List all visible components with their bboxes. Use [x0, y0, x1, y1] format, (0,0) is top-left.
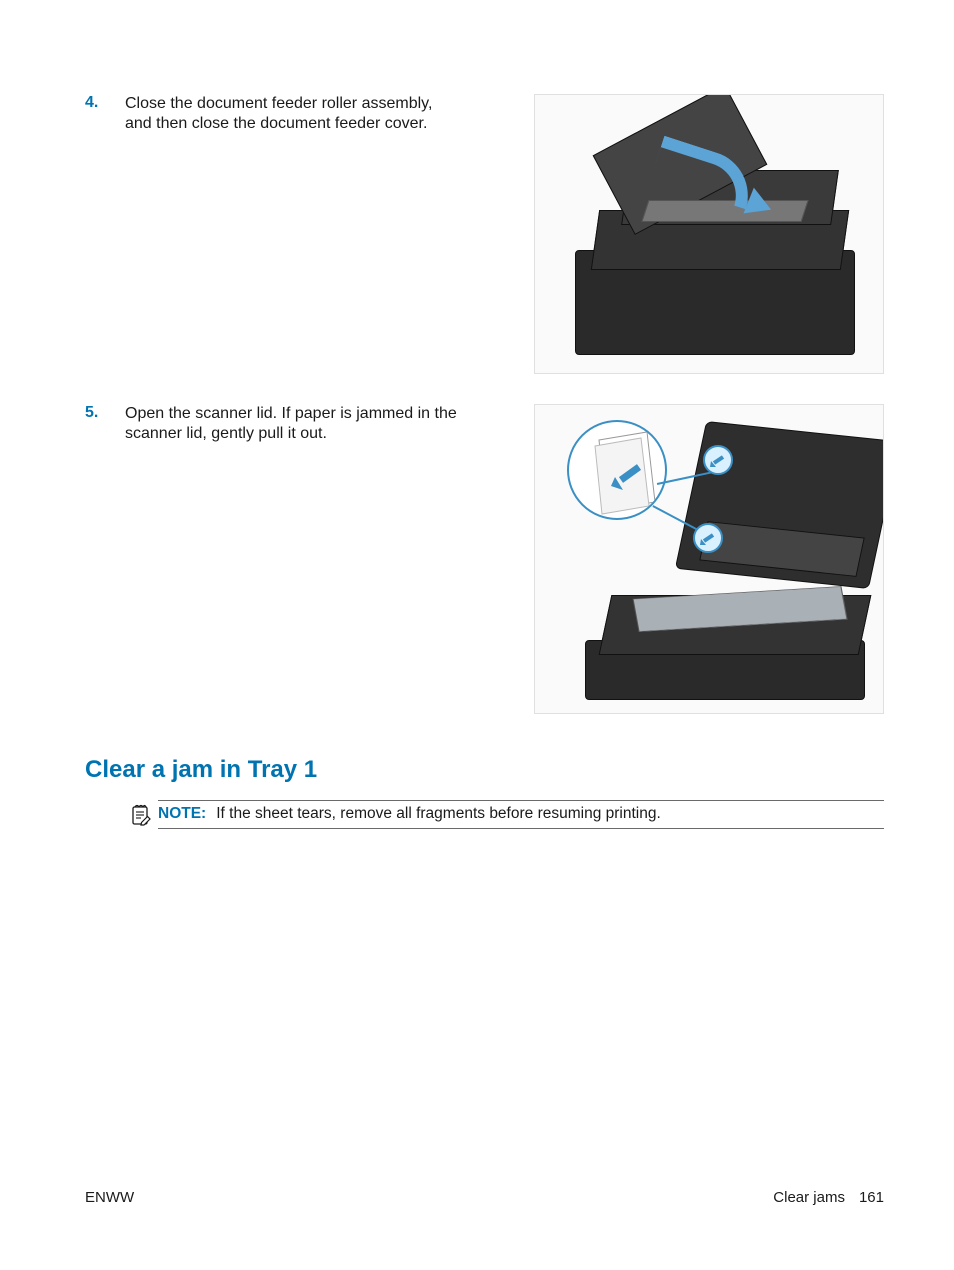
footer-section: Clear jams: [773, 1189, 845, 1206]
step-4-number: 4.: [85, 94, 125, 112]
pull-arrow-icon: [693, 523, 723, 553]
note-line: NOTE: If the sheet tears, remove all fra…: [158, 800, 884, 829]
page-footer: ENWW Clear jams 161: [85, 1189, 884, 1206]
note-text: If the sheet tears, remove all fragments…: [216, 805, 661, 823]
pull-arrow-icon: [703, 445, 733, 475]
step-4-row: 4. Close the document feeder roller asse…: [85, 0, 884, 374]
step-5-illustration: [534, 404, 884, 714]
step-5-illustration-wrap: [460, 404, 884, 714]
note-label: NOTE:: [158, 805, 206, 823]
step-5-row: 5. Open the scanner lid. If paper is jam…: [85, 374, 884, 714]
note-block: NOTE: If the sheet tears, remove all fra…: [130, 800, 884, 829]
step-5-text: Open the scanner lid. If paper is jammed…: [125, 404, 460, 444]
step-4-illustration-wrap: [460, 94, 884, 374]
footer-page-number: 161: [859, 1189, 884, 1206]
note-icon: [130, 804, 152, 826]
footer-left: ENWW: [85, 1189, 134, 1206]
section-heading: Clear a jam in Tray 1: [85, 756, 954, 784]
step-4-illustration: [534, 94, 884, 374]
step-4-text: Close the document feeder roller assembl…: [125, 94, 460, 134]
manual-page: 4. Close the document feeder roller asse…: [0, 0, 954, 1270]
step-5-number: 5.: [85, 404, 125, 422]
